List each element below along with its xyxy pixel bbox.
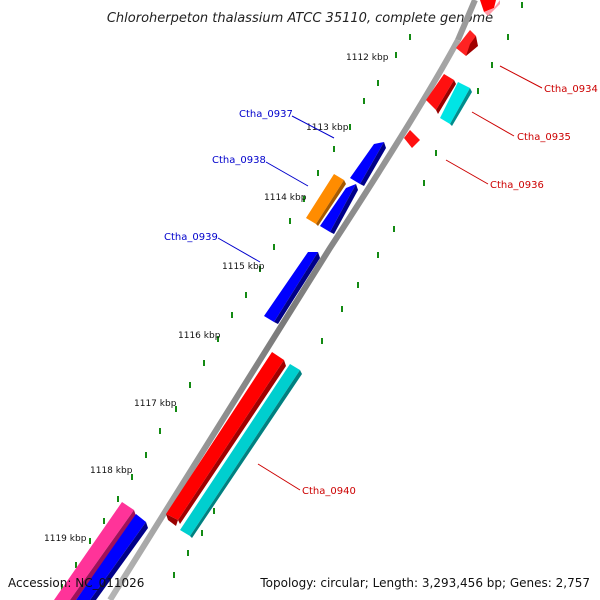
gene-ctha-0935-cyan[interactable] xyxy=(440,82,472,126)
accession-text: Accession: NC_011026 xyxy=(8,576,144,590)
gene-ctha-0940-red[interactable] xyxy=(166,352,286,526)
gene-label-ctha-0939[interactable]: Ctha_0939 xyxy=(164,232,218,243)
tick-label-1114: 1114 kbp xyxy=(264,193,307,203)
genome-backbone xyxy=(107,38,461,600)
tick-labels: 1112 kbp 1113 kbp 1114 kbp 1115 kbp 1116… xyxy=(44,53,389,544)
leader-lines xyxy=(217,65,543,491)
map-title: Chloroherpeton thalassium ATCC 35110, co… xyxy=(107,11,493,26)
outer-tick-ring xyxy=(173,2,523,578)
gene-ctha-0934[interactable] xyxy=(456,0,496,56)
gene-ctha-0936[interactable] xyxy=(404,130,420,148)
tick-label-1116: 1116 kbp xyxy=(178,331,221,341)
gene-label-ctha-0937[interactable]: Ctha_0937 xyxy=(239,109,293,120)
gene-ctha-0940-cyan[interactable] xyxy=(180,364,302,538)
inner-tick-ring xyxy=(61,34,411,590)
gene-label-ctha-0940[interactable]: Ctha_0940 xyxy=(302,486,356,497)
gene-ctha-0937[interactable] xyxy=(350,142,386,186)
blue-feature-bottom[interactable] xyxy=(76,514,148,600)
tick-label-1115: 1115 kbp xyxy=(222,262,265,272)
pink-feature-bottom[interactable] xyxy=(54,502,136,600)
gene-ctha-0938[interactable] xyxy=(320,184,358,234)
tick-label-1118: 1118 kbp xyxy=(90,466,133,476)
gene-ctha-0935-red[interactable] xyxy=(426,74,456,114)
gene-ctha-0939[interactable] xyxy=(264,252,320,324)
tick-label-1112: 1112 kbp xyxy=(346,53,389,63)
tick-label-1119: 1119 kbp xyxy=(44,534,87,544)
gene-label-ctha-0936[interactable]: Ctha_0936 xyxy=(490,180,544,191)
gene-ctha-0938-orange[interactable] xyxy=(306,174,346,226)
gene-label-ctha-0935[interactable]: Ctha_0935 xyxy=(517,132,571,143)
gene-label-ctha-0938[interactable]: Ctha_0938 xyxy=(212,155,266,166)
tick-label-1117: 1117 kbp xyxy=(134,399,177,409)
genome-summary-text: Topology: circular; Length: 3,293,456 bp… xyxy=(259,576,590,590)
pink-feature-top xyxy=(484,0,500,16)
gene-label-ctha-0934[interactable]: Ctha_0934 xyxy=(544,84,598,95)
genome-backbone-top xyxy=(455,0,478,42)
tick-label-1113: 1113 kbp xyxy=(306,123,349,133)
